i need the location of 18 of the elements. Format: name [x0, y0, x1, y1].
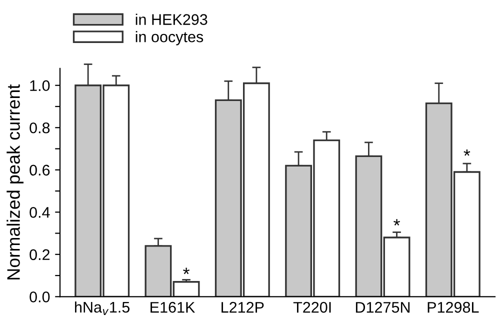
x-tick-label: D1275N: [356, 302, 410, 313]
y-tick-label: 0.2: [30, 249, 50, 260]
annotation: *: [394, 219, 400, 226]
annotation: *: [464, 149, 470, 156]
y-tick-label: 0.0: [30, 292, 50, 302]
legend-label: in HEK293: [136, 14, 208, 25]
x-tick-label: E161K: [150, 302, 196, 313]
x-tick-label: hNa$_{v}$1.5: [75, 301, 130, 316]
annotation: *: [183, 268, 190, 274]
x-tick-label: P1298L: [428, 302, 479, 313]
y-tick-label: 0.8: [30, 122, 50, 134]
y-tick-label: 0.4: [30, 207, 50, 218]
y-tick-label: 0.6: [30, 164, 50, 176]
y-tick-label: 1.0: [30, 80, 50, 92]
y-axis-title: Normalized peak current: [6, 84, 24, 280]
legend-label: in oocytes: [136, 31, 204, 46]
x-tick-label: T220I: [293, 302, 331, 313]
x-tick-label: L212P: [222, 302, 264, 313]
